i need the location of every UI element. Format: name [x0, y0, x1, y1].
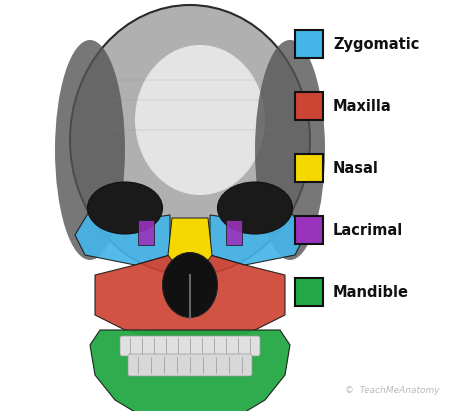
- FancyBboxPatch shape: [295, 92, 323, 120]
- Ellipse shape: [218, 182, 292, 234]
- Text: Maxilla: Maxilla: [333, 99, 392, 113]
- Text: Zygomatic: Zygomatic: [333, 37, 419, 51]
- Polygon shape: [138, 220, 154, 245]
- Polygon shape: [90, 330, 290, 411]
- FancyBboxPatch shape: [295, 30, 323, 58]
- Polygon shape: [168, 218, 212, 272]
- Text: Mandible: Mandible: [333, 284, 409, 300]
- FancyBboxPatch shape: [295, 278, 323, 306]
- Ellipse shape: [88, 182, 163, 234]
- Ellipse shape: [255, 40, 325, 260]
- Text: Nasal: Nasal: [333, 161, 379, 175]
- Polygon shape: [75, 210, 170, 265]
- FancyBboxPatch shape: [120, 336, 260, 356]
- FancyBboxPatch shape: [295, 154, 323, 182]
- Polygon shape: [210, 210, 305, 265]
- Ellipse shape: [135, 45, 265, 195]
- Text: ©  TeachMe​Anatomy: © TeachMe​Anatomy: [346, 386, 440, 395]
- FancyBboxPatch shape: [128, 354, 252, 376]
- Ellipse shape: [70, 5, 310, 275]
- FancyBboxPatch shape: [295, 216, 323, 244]
- Text: Lacrimal: Lacrimal: [333, 222, 403, 238]
- Ellipse shape: [163, 252, 218, 318]
- Ellipse shape: [55, 40, 125, 260]
- Polygon shape: [95, 255, 285, 340]
- Polygon shape: [226, 220, 242, 245]
